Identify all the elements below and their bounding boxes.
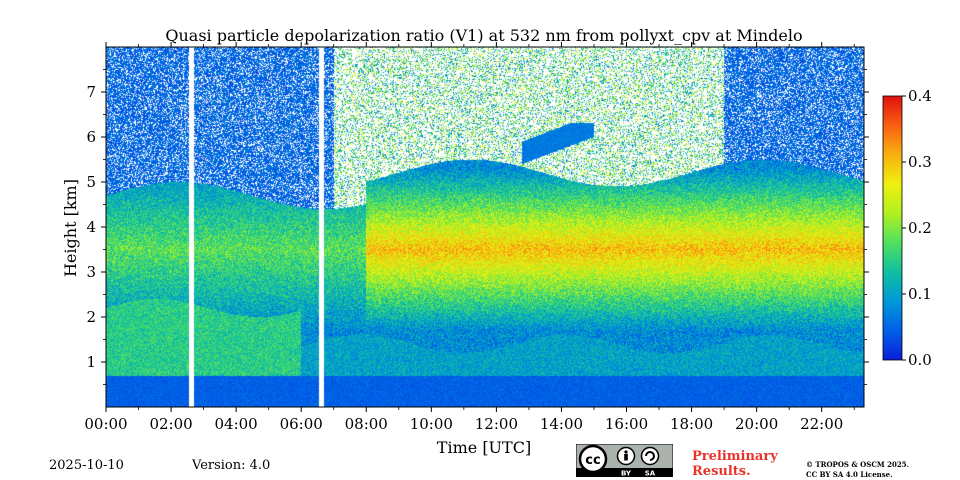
y-tick-label: 7 (86, 83, 96, 101)
copyright-line-2: CC BY SA 4.0 License. (806, 470, 893, 479)
x-tick-label: 06:00 (280, 415, 323, 433)
x-tick-label: 22:00 (800, 415, 843, 433)
colorbar-ticks: 0.0 0.1 0.2 0.3 0.4 (902, 87, 932, 369)
x-axis: 00:00 02:00 04:00 06:00 08:00 10:00 12:00 14:00… (84, 42, 855, 433)
colorbar-gradient (882, 95, 903, 361)
y-tick-label: 3 (86, 263, 96, 281)
x-tick-label: 20:00 (735, 415, 778, 433)
preliminary-line-2: Results. (692, 464, 751, 479)
cc-license-badge: cc BY SA (576, 444, 673, 477)
x-tick-label: 12:00 (475, 415, 518, 433)
x-axis-label: Time [UTC] (437, 438, 531, 457)
cc-text: cc (585, 453, 600, 468)
cc-icon (578, 444, 608, 474)
chart-title: Quasi particle depolarization ratio (V1)… (165, 26, 802, 45)
x-tick-label: 00:00 (84, 415, 127, 433)
preliminary-notice: Preliminary Results. (692, 449, 778, 479)
colorbar-tick-label: 0.2 (908, 219, 932, 237)
x-tick-label: 14:00 (540, 415, 583, 433)
version-label: Version: 4.0 (192, 458, 271, 473)
colorbar-tick-label: 0.0 (908, 351, 932, 369)
sa-icon (640, 446, 660, 466)
x-tick-label: 16:00 (605, 415, 648, 433)
date-label: 2025-10-10 (49, 458, 124, 473)
y-tick-label: 1 (86, 353, 96, 371)
copyright-notice: © TROPOS & OSCM 2025. CC BY SA 4.0 Licen… (806, 460, 909, 480)
y-tick-label: 2 (86, 308, 96, 326)
colorbar-tick-label: 0.1 (908, 285, 932, 303)
sa-text: SA (645, 470, 656, 478)
heatmap-raster (106, 47, 864, 407)
colorbar-tick-label: 0.4 (908, 87, 932, 105)
preliminary-line-1: Preliminary (692, 449, 778, 464)
colorbar: 0.0 0.1 0.2 0.3 0.4 (882, 87, 932, 369)
x-tick-label: 18:00 (670, 415, 713, 433)
x-tick-label: 08:00 (345, 415, 388, 433)
y-tick-label: 6 (86, 128, 96, 146)
y-axis-label: Height [km] (61, 179, 80, 277)
x-tick-label: 02:00 (149, 415, 192, 433)
x-tick-label: 04:00 (215, 415, 258, 433)
x-tick-label: 10:00 (410, 415, 453, 433)
colorbar-tick-label: 0.3 (908, 153, 932, 171)
copyright-line-1: © TROPOS & OSCM 2025. (806, 460, 910, 469)
y-tick-label: 4 (86, 218, 96, 236)
y-tick-label: 5 (86, 173, 96, 191)
by-text: BY (621, 470, 632, 478)
y-axis: 1 2 3 4 5 6 7 (86, 69, 869, 385)
